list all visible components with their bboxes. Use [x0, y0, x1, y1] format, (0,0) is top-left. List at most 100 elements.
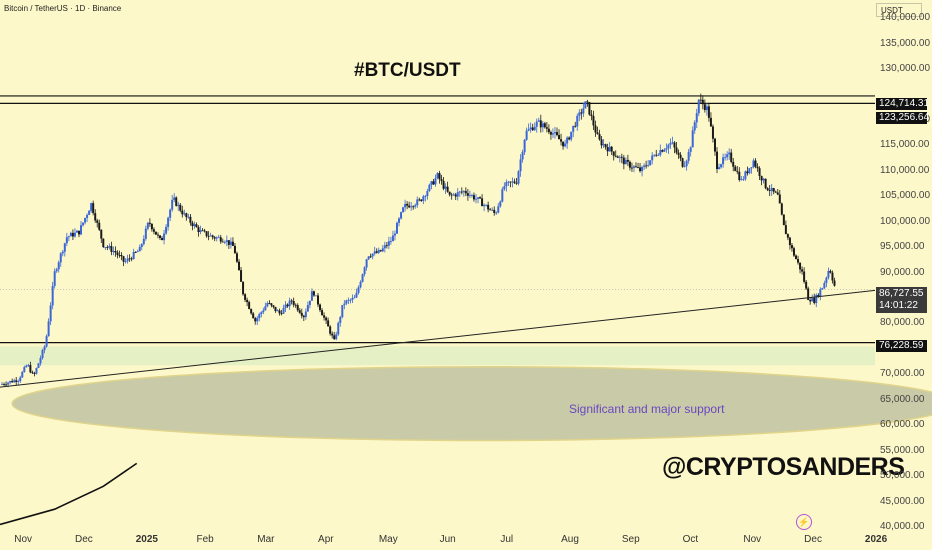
candle-body-409	[829, 270, 832, 273]
candle-body-78	[159, 235, 162, 239]
candle-body-256	[519, 159, 522, 172]
candle-body-122	[248, 302, 251, 310]
candle-body-313	[634, 166, 637, 168]
candle-body-214	[434, 178, 437, 185]
candle-body-265	[537, 120, 540, 122]
candle-body-157	[319, 304, 322, 311]
candle-body-178	[361, 274, 364, 282]
candle-body-60	[122, 256, 125, 262]
candle-body-191	[387, 241, 390, 246]
candle-body-227	[460, 191, 463, 193]
candle-body-76	[154, 231, 157, 235]
candle-body-280	[568, 137, 571, 140]
candle-body-62	[126, 258, 129, 262]
candle-body-239	[485, 204, 488, 206]
candle-body-176	[357, 287, 360, 293]
candle-body-257	[521, 152, 524, 160]
candle-body-262	[531, 127, 534, 131]
candle-body-370	[750, 167, 753, 169]
candle-body-186	[377, 250, 380, 253]
candle-body-366	[742, 179, 745, 181]
candle-body-270	[547, 128, 550, 133]
x-tick-label: Dec	[804, 534, 822, 545]
candle-body-285	[578, 112, 581, 116]
candle-body-133	[270, 303, 273, 306]
candle-body-259	[525, 130, 528, 140]
y-tick-label: 105,000.00	[880, 190, 931, 202]
candle-body-200	[406, 203, 409, 206]
candle-body-249	[505, 182, 508, 187]
author-watermark: @CRYPTOSANDERS	[662, 453, 905, 481]
candle-body-208	[422, 196, 425, 201]
candle-body-17	[35, 367, 38, 374]
candle-body-187	[379, 250, 382, 252]
candle-body-384	[778, 194, 781, 204]
candle-body-118	[240, 270, 243, 282]
candle-body-189	[383, 245, 386, 249]
candle-body-79	[161, 238, 164, 241]
candle-body-225	[456, 192, 459, 197]
candle-body-39	[80, 225, 83, 235]
candle-body-316	[641, 166, 644, 172]
candle-body-240	[487, 204, 490, 210]
candle-body-379	[768, 190, 771, 191]
candle-body-106	[215, 237, 218, 239]
candle-body-209	[424, 196, 427, 197]
candle-body-359	[728, 152, 731, 155]
candle-body-180	[365, 259, 368, 268]
candle-body-126	[256, 318, 259, 322]
lightning-icon[interactable]: ⚡	[796, 514, 812, 530]
candle-body-354	[718, 167, 721, 170]
candle-body-71	[144, 228, 147, 239]
candle-body-211	[428, 184, 431, 191]
candle-body-92	[187, 216, 190, 218]
candle-body-24	[49, 305, 52, 322]
candle-body-177	[359, 281, 362, 288]
candle-body-34	[69, 232, 72, 237]
candle-body-85	[173, 197, 176, 200]
candle-body-155	[314, 295, 317, 297]
candle-body-46	[94, 213, 97, 221]
candle-body-268	[543, 123, 546, 128]
last-price-value: 86,727.55	[879, 288, 924, 299]
candle-body-7	[15, 380, 18, 382]
candle-body-138	[280, 313, 283, 315]
candle-body-84	[171, 199, 174, 210]
candle-body-248	[503, 186, 506, 190]
candle-body-37	[75, 230, 78, 233]
price-tag-last: 86,727.55 14:01:22	[876, 287, 927, 313]
candle-body-185	[375, 251, 378, 253]
y-tick-label: 130,000.00	[880, 63, 931, 75]
y-tick-label: 110,000.00	[880, 164, 930, 176]
candle-body-274	[556, 132, 559, 136]
candle-body-241	[489, 209, 492, 211]
candle-body-82	[167, 217, 170, 227]
candle-body-45	[92, 203, 95, 214]
candle-body-396	[803, 271, 806, 282]
candle-body-323	[655, 154, 658, 156]
candle-body-149	[302, 315, 305, 318]
candle-body-275	[558, 135, 561, 140]
candle-body-386	[782, 214, 785, 226]
candle-body-63	[128, 258, 131, 260]
candle-body-99	[201, 230, 204, 232]
candle-body-5	[11, 381, 14, 383]
candle-body-87	[177, 204, 180, 206]
x-tick-label: 2025	[135, 534, 158, 545]
candle-body-218	[442, 180, 445, 189]
support-zone-label: Significant and major support	[569, 402, 725, 416]
candle-body-397	[805, 281, 808, 289]
candle-body-93	[189, 216, 192, 223]
candle-body-96	[195, 224, 198, 228]
candle-body-331	[671, 142, 674, 144]
candle-body-183	[371, 253, 374, 257]
candle-body-102	[207, 235, 210, 237]
candle-body-254	[515, 182, 518, 184]
candle-body-21	[43, 346, 46, 351]
candle-body-297	[602, 144, 605, 146]
currency-selector[interactable]: USDT	[876, 3, 922, 17]
candle-body-175	[355, 292, 358, 298]
candle-body-213	[432, 181, 435, 185]
